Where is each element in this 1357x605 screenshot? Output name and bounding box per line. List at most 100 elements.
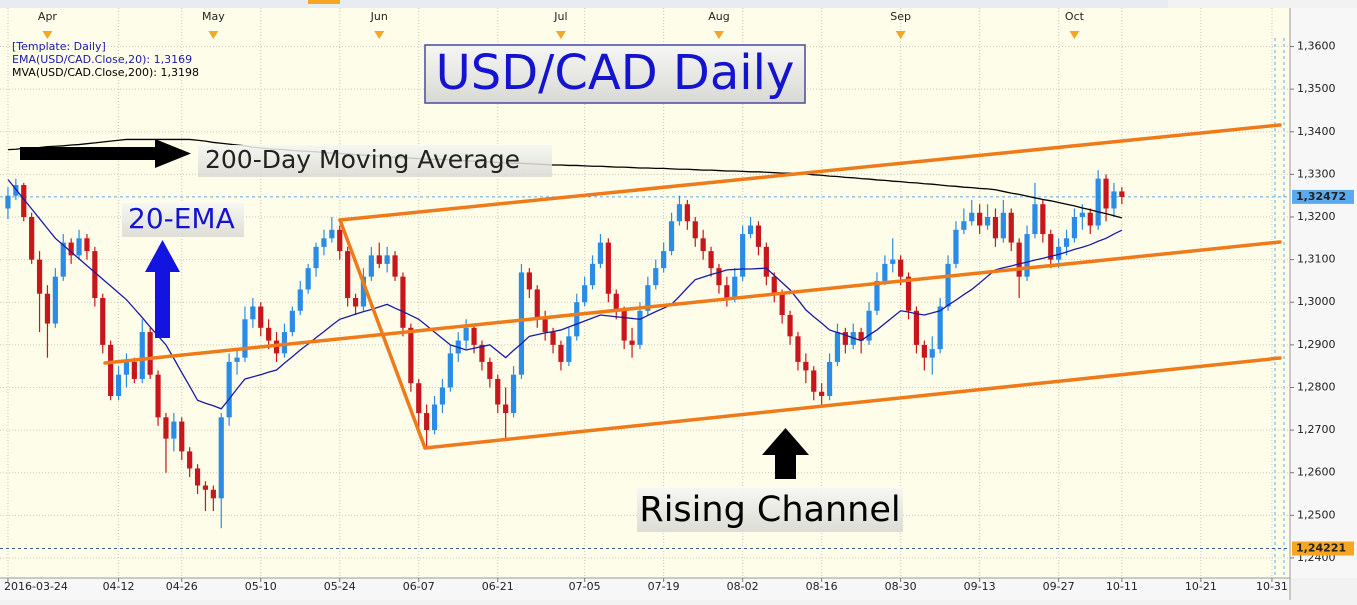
candle-body <box>155 374 161 418</box>
x-tick-label: 05-24 <box>324 580 356 593</box>
candle-body <box>210 489 216 499</box>
candle-body <box>1032 204 1038 235</box>
price-label-box <box>1292 541 1354 556</box>
x-tick-label: 08-30 <box>885 580 917 593</box>
candle-body <box>21 185 27 217</box>
candle-body <box>1056 246 1062 260</box>
candle-body <box>163 417 169 439</box>
y-tick-label: 1,3400 <box>1297 125 1336 138</box>
candle-body <box>819 391 825 396</box>
month-marker <box>713 31 724 39</box>
candle-body <box>234 357 240 362</box>
x-tick-label: 10-31 <box>1256 580 1288 593</box>
candle-body <box>905 276 912 311</box>
top-strip <box>0 0 1168 8</box>
channel <box>103 123 1282 450</box>
candle-body <box>218 417 224 499</box>
candle-body <box>100 297 106 345</box>
candle-body <box>574 302 580 337</box>
title-box <box>424 44 806 104</box>
candle-body <box>755 225 762 247</box>
x-tick-label: 04-12 <box>103 580 135 593</box>
month-marker <box>42 31 53 39</box>
candle-body <box>384 255 390 264</box>
legend-entry: MVA(USD/CAD.Close,200): 1,3198 <box>12 66 199 79</box>
annotation-box <box>122 203 244 237</box>
candle-body <box>866 310 872 341</box>
candle-body <box>416 383 422 414</box>
candle-body <box>977 212 983 226</box>
arrow-shaft <box>775 454 796 479</box>
arrow-ma <box>20 139 191 168</box>
candle-body <box>629 340 635 345</box>
candle-body <box>732 276 738 298</box>
annotation-ema: 20-EMA <box>128 202 235 235</box>
candle-body <box>1095 178 1101 226</box>
month-marker <box>555 31 566 39</box>
candle-body <box>747 225 754 235</box>
candle-body <box>945 263 951 307</box>
arrow-head <box>145 240 180 272</box>
x-tick-label: 04-26 <box>166 580 198 593</box>
candle-body <box>92 251 98 298</box>
annotation-ma: 200-Day Moving Average <box>205 145 520 174</box>
candle-body <box>131 361 137 379</box>
annotation-channel: Rising Channel <box>639 490 900 530</box>
candle-body <box>321 238 327 247</box>
x-tick-label: 07-05 <box>569 580 601 593</box>
arrow-shaft <box>20 147 156 160</box>
candle-body <box>518 272 525 375</box>
candle-body <box>605 242 611 294</box>
candle-body <box>803 361 809 371</box>
candle-body <box>787 315 793 337</box>
candle-body <box>826 361 833 396</box>
candle-body <box>147 332 153 375</box>
candle-body <box>123 361 130 375</box>
candle-body <box>645 285 651 311</box>
candle-body <box>194 468 201 486</box>
candle-body <box>1024 234 1030 277</box>
y-tick-label: 1,3100 <box>1297 253 1336 266</box>
x-tick-label: 07-19 <box>648 580 680 593</box>
candle-body <box>250 306 256 320</box>
x-tick-label: 09-13 <box>964 580 996 593</box>
month-marker <box>374 31 385 39</box>
candle-body <box>226 361 232 418</box>
channel-diagonal-line <box>338 218 427 450</box>
candle-body <box>795 336 801 362</box>
top-strip-marker <box>308 0 340 4</box>
candle-body <box>661 251 667 269</box>
candle-body <box>44 293 51 324</box>
arrow-channel <box>762 428 809 479</box>
month-label: Apr <box>38 10 58 23</box>
candle-body <box>668 221 675 252</box>
candle-body <box>13 185 19 196</box>
candle-body <box>408 327 414 384</box>
x-axis-background <box>0 578 1290 600</box>
candle-body <box>953 229 959 264</box>
y-tick-label: 1,3600 <box>1297 40 1336 53</box>
month-label: Oct <box>1065 10 1085 23</box>
candle-body <box>29 217 35 260</box>
arrow-shaft <box>155 270 170 338</box>
x-tick-label: 05-10 <box>245 580 277 593</box>
candle-body <box>171 421 177 439</box>
price-label: 1,24221 <box>1296 542 1346 555</box>
y-tick-label: 1,2700 <box>1297 423 1336 436</box>
y-tick-label: 1,2900 <box>1297 338 1336 351</box>
candle-body <box>242 319 248 358</box>
candle-body <box>653 268 659 286</box>
candle-body <box>187 451 193 469</box>
y-axis-background <box>1290 8 1357 578</box>
candle-body <box>52 276 58 324</box>
candle-body <box>1079 212 1085 217</box>
candle-body <box>431 404 438 431</box>
candle-body <box>479 344 485 362</box>
candle-body <box>1063 238 1070 247</box>
legend-entry: EMA(USD/CAD.Close,20): 1,3169 <box>12 53 192 66</box>
candle-body <box>115 374 122 396</box>
candle-body <box>76 238 82 256</box>
candle-body <box>858 332 864 341</box>
